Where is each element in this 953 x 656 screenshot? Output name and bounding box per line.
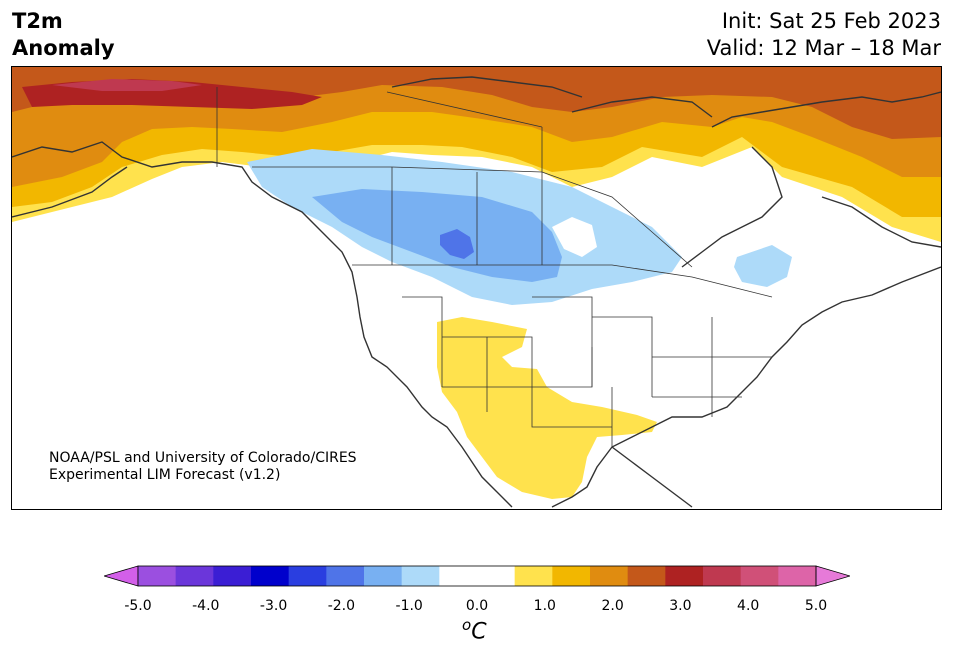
colorbar-tick-label: -4.0 <box>192 598 220 614</box>
anomaly-band-1c-south <box>437 317 657 499</box>
credit-line-1: NOAA/PSL and University of Colorado/CIRE… <box>49 450 357 466</box>
colorbar-tick-label: -5.0 <box>124 598 152 614</box>
forecast-dates: Init: Sat 25 Feb 2023 Valid: 12 Mar – 18… <box>707 8 941 62</box>
colorbar-segment <box>552 566 591 586</box>
colorbar-tick-label: 5.0 <box>804 598 828 614</box>
colorbar-arrow-low <box>104 565 139 587</box>
colorbar-tick-label: 3.0 <box>669 598 692 614</box>
anomaly-gap-white <box>552 217 597 257</box>
political-borders <box>216 87 773 447</box>
anomaly-band-3.5c-north <box>52 79 202 91</box>
units-base: C <box>471 619 487 645</box>
anomaly-band-2.5c-north <box>12 67 941 139</box>
colorbar-segment <box>175 566 214 586</box>
colorbar-tick-label: -1.0 <box>395 598 423 614</box>
colorbar-tick-label: -3.0 <box>259 598 288 614</box>
title-line-2: Anomaly <box>12 36 115 60</box>
colorbar-segment <box>401 566 440 586</box>
colorbar-arrow-high <box>815 565 850 587</box>
anomaly-band-neg1.5c <box>312 189 562 282</box>
init-date: Init: Sat 25 Feb 2023 <box>721 9 941 33</box>
credit-line-2: Experimental LIM Forecast (v1.2) <box>49 467 281 483</box>
colorbar-segment <box>740 566 779 586</box>
colorbar-tick-label: 4.0 <box>737 598 760 614</box>
colorbar-segment <box>288 566 327 586</box>
colorbar-segment <box>627 566 666 586</box>
colorbar-segment <box>477 566 516 586</box>
colorbar-segment <box>213 566 252 586</box>
map-canvas <box>12 67 941 508</box>
coastlines <box>12 76 941 508</box>
credit-text: NOAA/PSL and University of Colorado/CIRE… <box>49 450 357 484</box>
colorbar <box>104 565 850 587</box>
colorbar-segment <box>364 566 403 586</box>
colorbar-segment <box>326 566 365 586</box>
colorbar-tick-label: 2.0 <box>601 598 624 614</box>
anomaly-band-neg1c-east <box>734 245 792 287</box>
colorbar-segment <box>778 566 817 586</box>
anomaly-band-neg2c <box>440 229 474 259</box>
anomaly-map <box>11 66 942 510</box>
colorbar-segment <box>514 566 553 586</box>
units-degree: o <box>462 616 472 634</box>
map-title: T2m Anomaly <box>12 8 115 62</box>
colorbar-segment <box>251 566 290 586</box>
colorbar-segment <box>665 566 704 586</box>
units-label: oC <box>462 616 487 644</box>
colorbar-tick-label: 1.0 <box>533 598 556 614</box>
valid-range: Valid: 12 Mar – 18 Mar <box>706 36 941 60</box>
colorbar-tick-label: 0.0 <box>465 598 489 614</box>
colorbar-outline <box>137 565 817 587</box>
colorbar-segment <box>703 566 742 586</box>
colorbar-segment <box>138 566 177 586</box>
title-line-1: T2m <box>12 9 63 33</box>
colorbar-tick-label: -2.0 <box>327 598 356 614</box>
colorbar-segment <box>439 566 478 586</box>
colorbar-segment <box>590 566 629 586</box>
